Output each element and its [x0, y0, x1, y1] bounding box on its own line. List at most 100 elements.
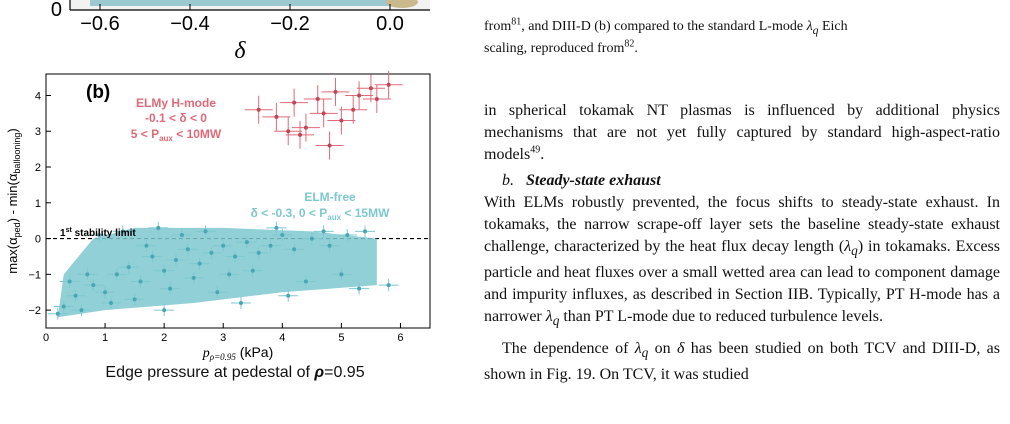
elmy-point [274, 114, 279, 119]
y-tick-label: −1 [28, 269, 41, 281]
panel-a-data-blob [386, 0, 418, 8]
elm-free-point [244, 240, 249, 245]
elm-free-point [162, 268, 167, 273]
elmy-point [303, 125, 308, 130]
elmfree-title: ELM-free [304, 190, 356, 204]
body-paragraph-2: With ELMs robustly prevented, the focus … [484, 193, 1000, 329]
elm-free-point [303, 279, 308, 284]
elm-free-point [120, 229, 125, 234]
panel-a-data-remnant [90, 0, 390, 6]
y-tick-label: 2 [35, 162, 41, 174]
elmy-points [244, 70, 403, 160]
elm-free-point [179, 232, 184, 237]
elmy-point [321, 111, 326, 116]
elm-free-point [173, 258, 178, 263]
ylabel-end: ) [5, 128, 20, 132]
stability-label-2: stability limit [72, 228, 137, 239]
elm-free-point [144, 243, 149, 248]
elm-free-point [132, 297, 137, 302]
elmy-point [339, 118, 344, 123]
elmy-cond2b: < 10MW [173, 127, 222, 141]
caption-pre: Edge pressure at pedestal of [105, 364, 315, 381]
elm-free-point [55, 311, 60, 316]
elm-free-point [61, 304, 66, 309]
y-tick-label: −2 [28, 305, 41, 317]
figure-caption-tail-1: from81, and DIII-D (b) compared to the s… [484, 16, 848, 37]
elmy-point [351, 107, 356, 112]
elmy-cond2-sub: aux [159, 134, 173, 143]
elm-free-point [268, 243, 273, 248]
elm-free-point [309, 236, 314, 241]
elmy-point [386, 82, 391, 87]
body-paragraph-3: The dependence of λq on δ has been studi… [484, 340, 1001, 384]
ylabel-main: max(α [5, 237, 20, 274]
ylabel-mid: ) - min(α [5, 173, 20, 222]
elm-free-point [168, 286, 173, 291]
elmy-point [315, 97, 320, 102]
panel-a-tick-label: −0.6 [80, 13, 119, 35]
elm-free-point [197, 261, 202, 266]
panel-b-y-label: max(αped) - min(αballooning) [5, 128, 22, 274]
caption-post: =0.95 [324, 364, 365, 381]
elm-free-point [227, 272, 232, 277]
body-paragraph-1: in spherical tokamak NT plasmas is influ… [484, 101, 1000, 163]
elm-free-point [345, 232, 350, 237]
elmy-point [368, 86, 373, 91]
elm-free-point [292, 247, 297, 252]
elm-free-point [238, 300, 243, 305]
panel-b-label: (b) [86, 82, 110, 103]
panel-b-caption: Edge pressure at pedestal of ρ=0.95 [0, 364, 470, 382]
lambda-q-inline-2: λ [545, 307, 553, 325]
y-tick-label: 0 [35, 234, 41, 246]
elm-free-point [327, 243, 332, 248]
elm-free-region [57, 227, 377, 318]
figure-svg: 0 −0.6 −0.4 −0.2 0.0 δ −2 −1 0 1 2 3 4 0 1 2 3 4 5 6 (b… [5, 0, 431, 362]
elm-free-point [191, 275, 196, 280]
elmy-point [256, 107, 261, 112]
elm-free-point [138, 279, 143, 284]
elmy-point [327, 143, 332, 148]
xlabel-sub: ρ=0.95 [209, 352, 237, 362]
elmy-cond2: 5 < Paux < 10MW [131, 127, 222, 143]
caption-rho: ρ [314, 364, 325, 381]
elm-free-point [286, 293, 291, 298]
panel-b-frame [45, 73, 431, 329]
panel-a-y-tick: 0 [51, 0, 62, 21]
elmy-title: ELMy H-mode [136, 96, 216, 110]
elm-free-point [67, 279, 72, 284]
section-heading: b. Steady-state exhaust [502, 171, 661, 189]
elmfree-cond-sub: aux [327, 213, 341, 222]
x-tick-label: 5 [338, 332, 344, 344]
elmy-point [292, 100, 297, 105]
elmfree-cond: δ < -0.3, 0 < Paux < 15MW [251, 206, 390, 222]
elm-free-point [233, 254, 238, 259]
panel-b-x-ticks: 0 1 2 3 4 5 6 [43, 323, 404, 344]
elm-free-cloud [47, 221, 399, 320]
stability-label: 1st stability limit [60, 227, 136, 239]
ylabel-sub1: ped [12, 222, 22, 237]
x-tick-label: 3 [220, 332, 226, 344]
x-tick-label: 2 [161, 332, 167, 344]
y-tick-label: 1 [35, 198, 41, 210]
elm-free-point [280, 232, 285, 237]
figure-panel: 0 −0.6 −0.4 −0.2 0.0 δ −2 −1 0 1 2 3 4 0 1 2 3 4 5 6 (b… [0, 0, 470, 424]
x-tick-label: 0 [43, 332, 49, 344]
elm-free-point [215, 290, 220, 295]
elmy-point [286, 129, 291, 134]
elm-free-point [209, 250, 214, 255]
elmfree-cond-a: δ < -0.3, 0 < P [251, 206, 328, 220]
elm-free-point [79, 308, 84, 313]
elmy-point [333, 89, 338, 94]
panel-a-x-label: δ [234, 38, 246, 64]
elm-free-point [363, 229, 368, 234]
x-tick-label: 4 [279, 332, 285, 344]
elm-free-point [103, 290, 108, 295]
elm-free-point [256, 250, 261, 255]
elm-free-point [221, 243, 226, 248]
y-tick-label: 3 [35, 126, 41, 138]
elmy-cond2a: 5 < P [131, 127, 159, 141]
elmy-point [357, 93, 362, 98]
elm-free-point [126, 265, 131, 270]
stability-label-sup: st [66, 227, 73, 234]
panel-a-tick-label: −0.2 [270, 13, 309, 35]
